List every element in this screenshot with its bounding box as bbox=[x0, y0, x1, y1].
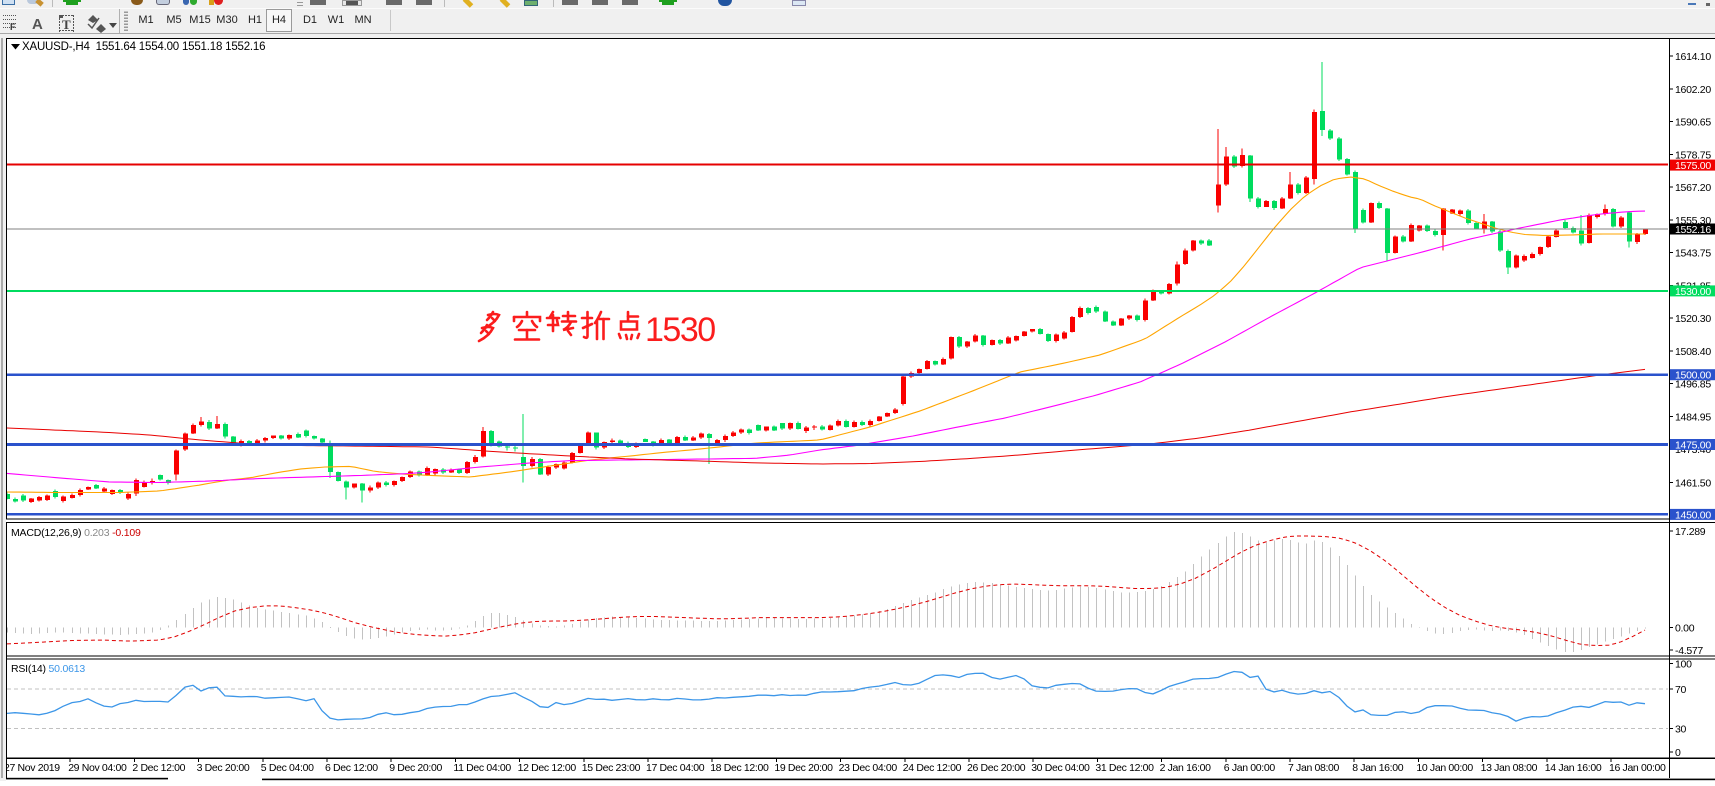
svg-text:1508.40: 1508.40 bbox=[1675, 346, 1711, 358]
svg-text:1602.20: 1602.20 bbox=[1675, 84, 1711, 96]
svg-text:1484.95: 1484.95 bbox=[1675, 412, 1711, 424]
svg-text:3 Dec 20:00: 3 Dec 20:00 bbox=[197, 762, 250, 774]
svg-text:1530.00: 1530.00 bbox=[1675, 286, 1711, 298]
svg-text:1475.00: 1475.00 bbox=[1675, 440, 1711, 452]
svg-text:XAUUSD-,H4 1551.64 1554.00 15: XAUUSD-,H4 1551.64 1554.00 1551.18 1552.… bbox=[22, 41, 265, 53]
svg-text:17.289: 17.289 bbox=[1675, 526, 1706, 538]
svg-text:12 Dec 12:00: 12 Dec 12:00 bbox=[518, 762, 577, 774]
svg-text:16 Jan 00:00: 16 Jan 00:00 bbox=[1609, 762, 1666, 774]
svg-text:1552.16: 1552.16 bbox=[1675, 224, 1711, 236]
svg-text:10 Jan 00:00: 10 Jan 00:00 bbox=[1416, 762, 1473, 774]
svg-text:RSI(14) 50.0613: RSI(14) 50.0613 bbox=[11, 663, 85, 675]
svg-text:8 Jan 16:00: 8 Jan 16:00 bbox=[1352, 762, 1404, 774]
svg-text:1520.30: 1520.30 bbox=[1675, 313, 1711, 325]
svg-text:1614.10: 1614.10 bbox=[1675, 51, 1711, 63]
svg-text:1530: 1530 bbox=[645, 311, 715, 349]
svg-text:100: 100 bbox=[1675, 659, 1692, 671]
svg-text:2 Jan 16:00: 2 Jan 16:00 bbox=[1160, 762, 1212, 774]
svg-text:26 Dec 20:00: 26 Dec 20:00 bbox=[967, 762, 1026, 774]
svg-text:A: A bbox=[32, 16, 43, 33]
svg-text:1567.20: 1567.20 bbox=[1675, 182, 1711, 194]
svg-text:5 Dec 04:00: 5 Dec 04:00 bbox=[261, 762, 314, 774]
svg-text:2 Dec 12:00: 2 Dec 12:00 bbox=[132, 762, 185, 774]
svg-text:24 Dec 12:00: 24 Dec 12:00 bbox=[903, 762, 962, 774]
svg-text:1543.75: 1543.75 bbox=[1675, 248, 1711, 260]
svg-text:30 Dec 04:00: 30 Dec 04:00 bbox=[1031, 762, 1090, 774]
svg-text:70: 70 bbox=[1675, 684, 1687, 696]
svg-text:19 Dec 20:00: 19 Dec 20:00 bbox=[774, 762, 833, 774]
svg-text:0: 0 bbox=[1675, 747, 1681, 759]
svg-text:T: T bbox=[62, 17, 71, 32]
svg-text:MACD(12,26,9) 0.203 -0.109: MACD(12,26,9) 0.203 -0.109 bbox=[11, 527, 141, 539]
svg-text:1461.50: 1461.50 bbox=[1675, 477, 1711, 489]
svg-text:31 Dec 12:00: 31 Dec 12:00 bbox=[1095, 762, 1154, 774]
svg-text:17 Dec 04:00: 17 Dec 04:00 bbox=[646, 762, 705, 774]
svg-text:27 Nov 2019: 27 Nov 2019 bbox=[4, 762, 60, 774]
svg-text:30: 30 bbox=[1675, 723, 1687, 735]
svg-text:1575.00: 1575.00 bbox=[1675, 160, 1711, 172]
svg-text:6 Dec 12:00: 6 Dec 12:00 bbox=[325, 762, 378, 774]
svg-text:F: F bbox=[10, 22, 16, 32]
svg-text:1500.00: 1500.00 bbox=[1675, 370, 1711, 382]
svg-text:1590.65: 1590.65 bbox=[1675, 116, 1711, 128]
svg-text:23 Dec 04:00: 23 Dec 04:00 bbox=[839, 762, 898, 774]
svg-text:14 Jan 16:00: 14 Jan 16:00 bbox=[1545, 762, 1602, 774]
svg-text:29 Nov 04:00: 29 Nov 04:00 bbox=[68, 762, 127, 774]
svg-text:15 Dec 23:00: 15 Dec 23:00 bbox=[582, 762, 641, 774]
svg-text:11 Dec 04:00: 11 Dec 04:00 bbox=[453, 762, 511, 774]
svg-text:1578.75: 1578.75 bbox=[1675, 150, 1711, 162]
svg-text:0.00: 0.00 bbox=[1675, 623, 1695, 635]
svg-text:-4.577: -4.577 bbox=[1675, 645, 1703, 657]
svg-text:1450.00: 1450.00 bbox=[1675, 509, 1711, 521]
svg-text:18 Dec 12:00: 18 Dec 12:00 bbox=[710, 762, 769, 774]
svg-text:9 Dec 20:00: 9 Dec 20:00 bbox=[389, 762, 442, 774]
svg-text:1496.85: 1496.85 bbox=[1675, 379, 1711, 391]
svg-text:6 Jan 00:00: 6 Jan 00:00 bbox=[1224, 762, 1276, 774]
svg-text:7 Jan 08:00: 7 Jan 08:00 bbox=[1288, 762, 1340, 774]
svg-text:13 Jan 08:00: 13 Jan 08:00 bbox=[1481, 762, 1538, 774]
